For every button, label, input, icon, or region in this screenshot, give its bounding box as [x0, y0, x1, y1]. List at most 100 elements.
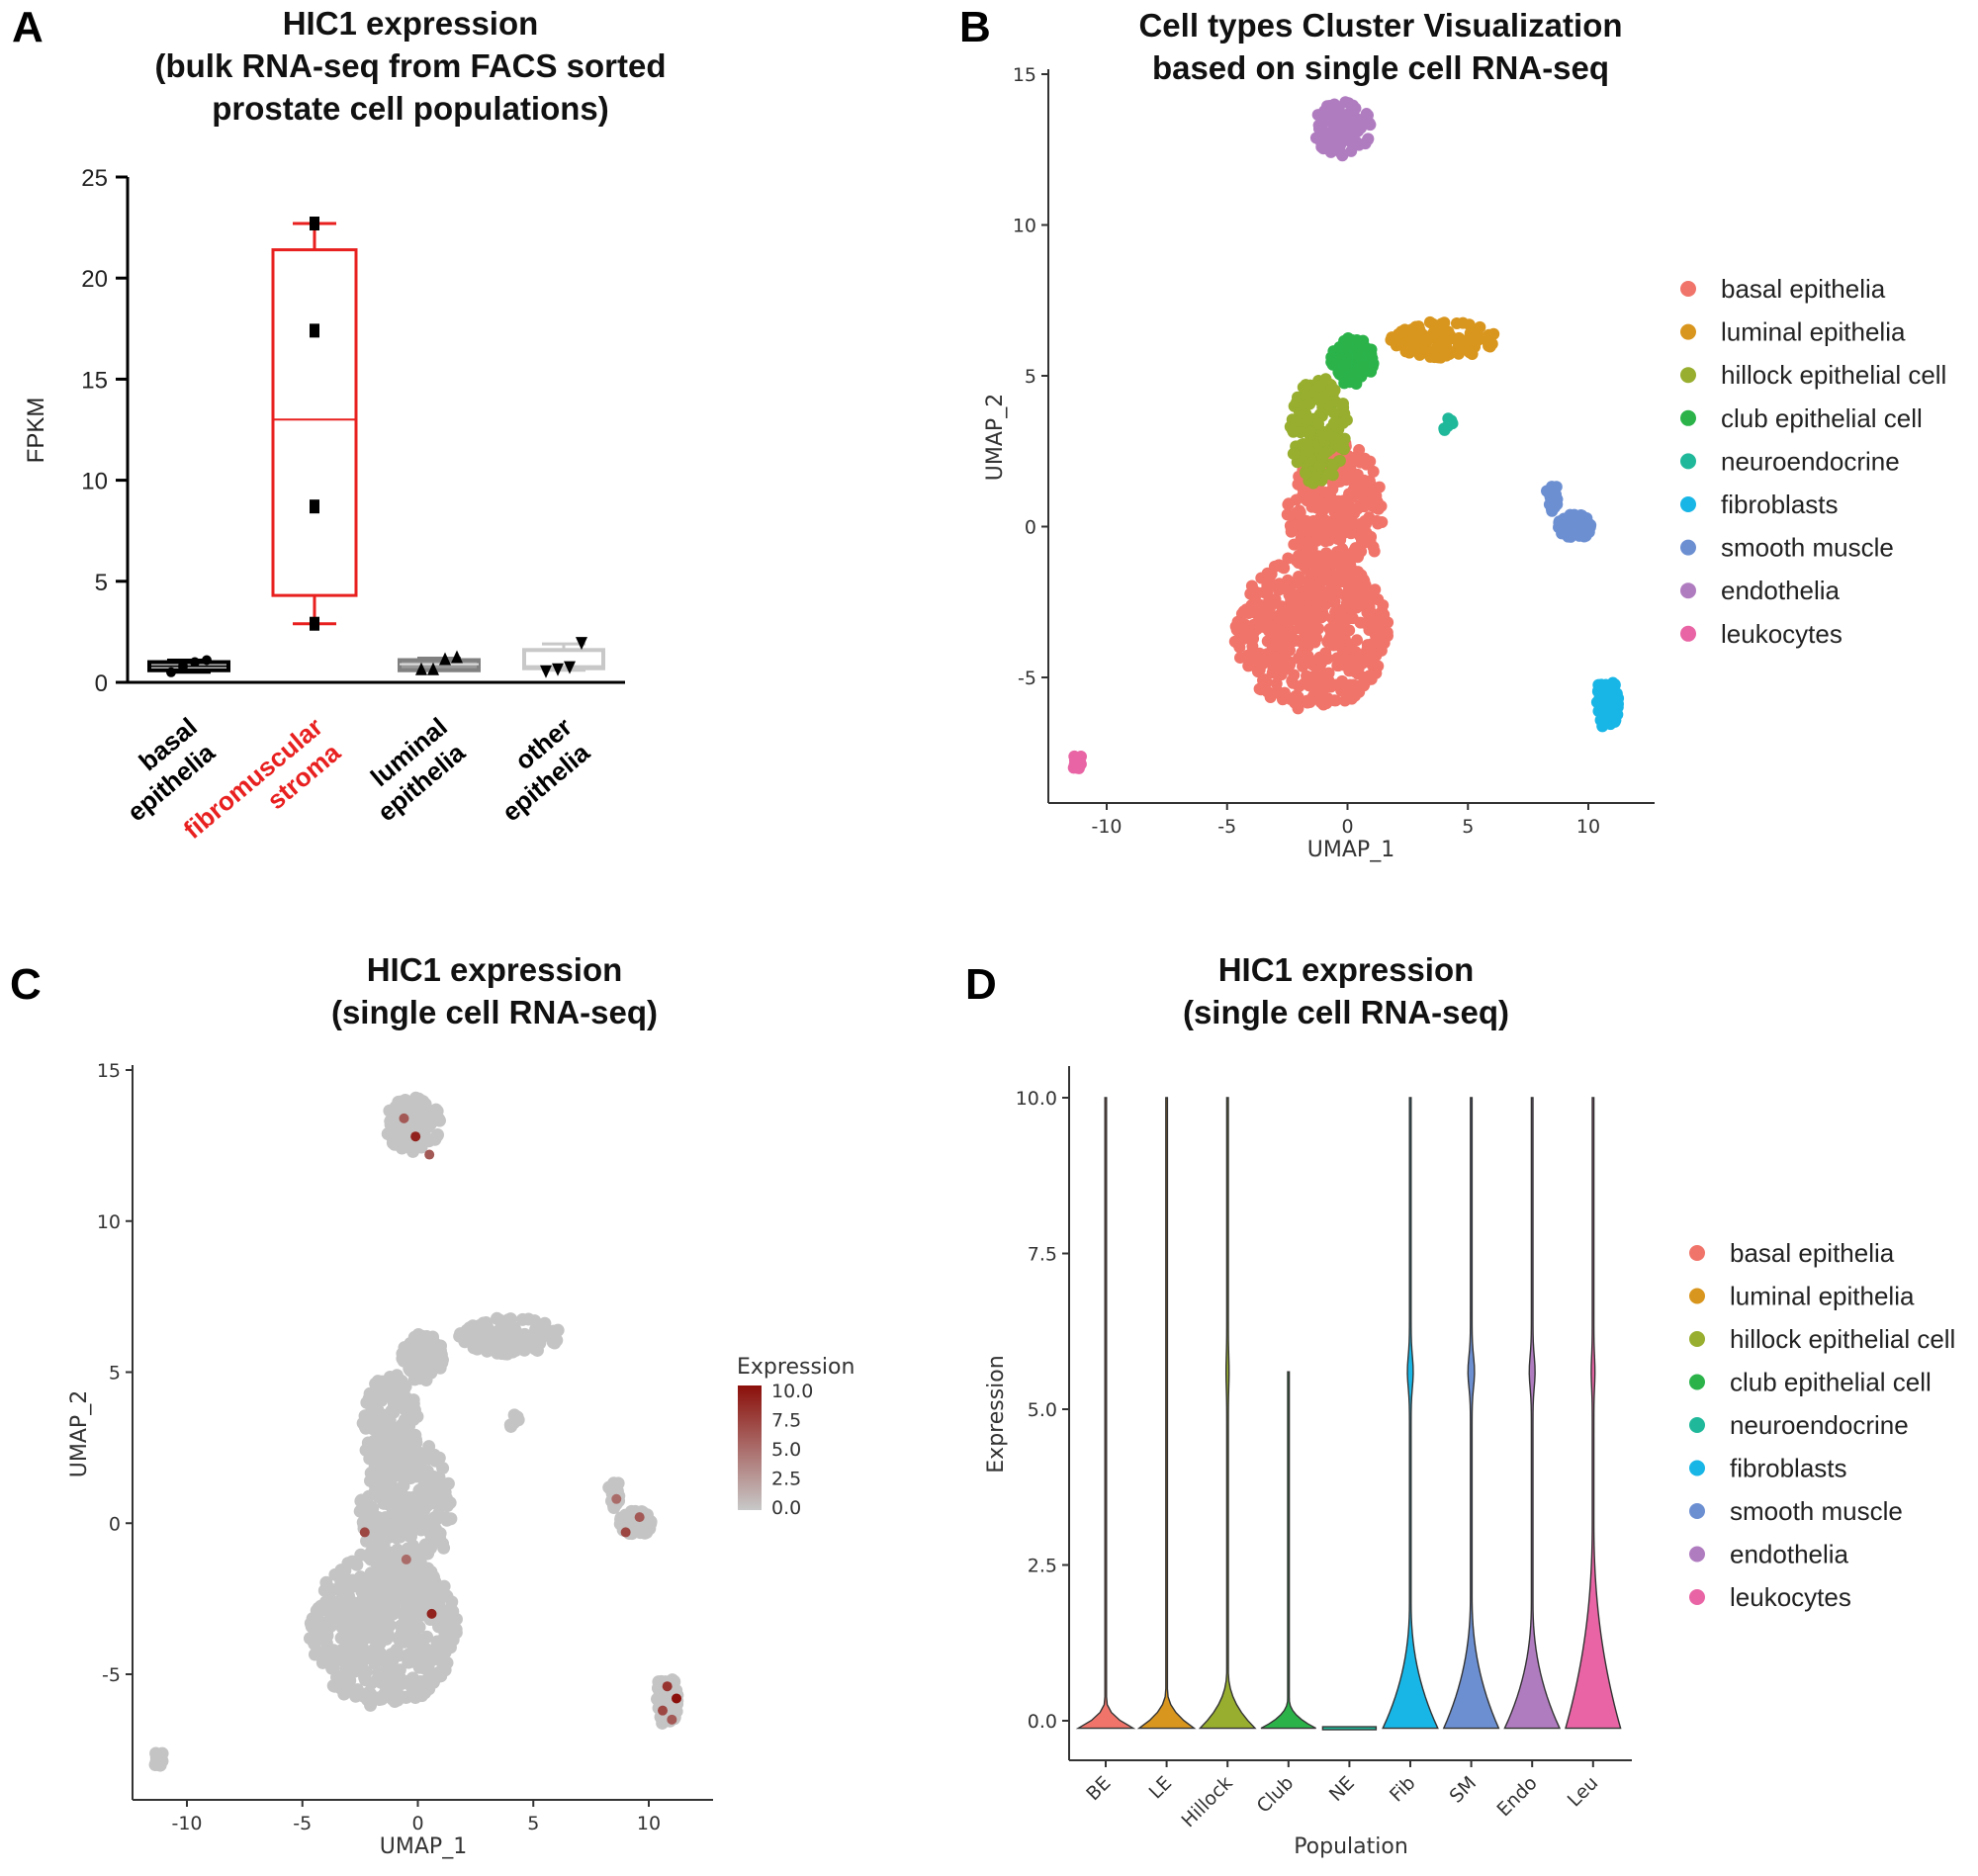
umap-point [1361, 644, 1374, 657]
umap-point [1350, 452, 1363, 465]
umap-point [1331, 522, 1344, 535]
umap-point [359, 1419, 373, 1433]
umap-point [378, 1563, 392, 1576]
umap-point [667, 1700, 680, 1714]
y-axis-label: UMAP_2 [983, 394, 1008, 481]
umap-point [1320, 697, 1333, 710]
umap-point [362, 1502, 376, 1516]
umap-point [1324, 491, 1337, 503]
umap-point [1357, 114, 1370, 127]
umap-point [1311, 109, 1324, 122]
legend-label: fibroblasts [1730, 1454, 1847, 1483]
umap-point [1245, 599, 1258, 612]
umap-point [1363, 595, 1376, 608]
umap-point [1277, 628, 1290, 641]
umap-point [433, 1527, 447, 1541]
umap-point [548, 1336, 562, 1350]
umap-point [419, 1449, 433, 1463]
umap-point [352, 1634, 366, 1648]
high-expression-point [611, 1493, 622, 1504]
high-expression-point [672, 1693, 682, 1704]
umap-point [437, 1541, 451, 1555]
umap-point [547, 1324, 561, 1338]
umap-point [1371, 495, 1384, 508]
umap-point [1270, 677, 1283, 690]
legend-swatch [1689, 1546, 1705, 1563]
y-tick-label: 0 [1025, 517, 1036, 539]
umap-point [1338, 684, 1351, 697]
umap-point [1344, 130, 1357, 142]
umap-point [1276, 561, 1289, 574]
umap-point [1318, 446, 1331, 459]
umap-point [1404, 324, 1417, 337]
umap-point [388, 1529, 402, 1543]
panel-c-title-line-2: (single cell RNA-seq) [331, 994, 658, 1030]
umap-point [353, 1599, 367, 1613]
umap-point [1360, 458, 1373, 471]
umap-point [1302, 588, 1314, 601]
umap-point [403, 1607, 416, 1621]
umap-point [343, 1648, 357, 1661]
umap-point [395, 1486, 408, 1500]
umap-point [1316, 686, 1329, 699]
umap-point [404, 1504, 417, 1518]
umap-point [373, 1646, 387, 1659]
umap-point [1266, 639, 1279, 652]
panel-b-title-line-1: Cell types Cluster Visualization [1138, 7, 1622, 44]
data-point [451, 650, 463, 664]
umap-point [639, 1523, 653, 1537]
umap-point [1301, 602, 1313, 615]
umap-point [343, 1663, 357, 1677]
y-tick-label: 15 [81, 367, 108, 394]
umap-point [336, 1596, 350, 1610]
umap-point [1376, 516, 1389, 529]
legend-label: fibroblasts [1721, 490, 1839, 519]
umap-point [1257, 682, 1270, 695]
umap-point [1368, 545, 1381, 558]
legend-swatch [1680, 323, 1696, 340]
legend-label: endothelia [1721, 576, 1841, 605]
umap-point [374, 1627, 388, 1641]
umap-point [401, 1542, 414, 1556]
high-expression-point [658, 1705, 669, 1716]
umap-point [379, 1612, 393, 1626]
umap-point [398, 1413, 411, 1427]
x-tick-label: 0 [1341, 816, 1353, 838]
data-point [190, 657, 200, 668]
umap-point [1249, 658, 1262, 670]
umap-point [1297, 542, 1309, 555]
legend-label: endothelia [1730, 1540, 1849, 1569]
x-tick-label: Hillock [1177, 1772, 1236, 1831]
umap-point [374, 1691, 388, 1705]
panel-letter-a: A [12, 3, 44, 51]
umap-point [398, 1455, 411, 1469]
y-tick-label: 25 [81, 165, 108, 192]
y-tick-label: 0 [95, 670, 108, 697]
umap-point [1325, 384, 1338, 397]
umap-point [1332, 610, 1345, 623]
legend-label: club epithelial cell [1721, 403, 1923, 433]
umap-point [1344, 559, 1357, 572]
umap-point [1313, 380, 1326, 393]
umap-point [1339, 622, 1352, 635]
legend-swatch [1680, 453, 1696, 470]
umap-point [1381, 629, 1394, 642]
umap-point [371, 1463, 385, 1476]
umap-point [391, 1693, 405, 1707]
umap-point [1297, 554, 1309, 567]
umap-point [1406, 339, 1419, 352]
x-tick-label: 10 [637, 1813, 661, 1834]
umap-point [308, 1637, 321, 1651]
umap-point [1302, 630, 1314, 643]
umap-point [369, 1550, 383, 1563]
violin [1321, 1726, 1378, 1731]
umap-point [1377, 599, 1390, 612]
legend-label: hillock epithelial cell [1721, 360, 1946, 390]
umap-point [1463, 346, 1476, 359]
umap-point [1234, 652, 1247, 665]
box [398, 658, 481, 672]
umap-point [425, 1583, 439, 1597]
umap-point [1608, 704, 1621, 717]
umap-point [429, 1454, 443, 1468]
y-tick-label: 15 [97, 1060, 121, 1082]
